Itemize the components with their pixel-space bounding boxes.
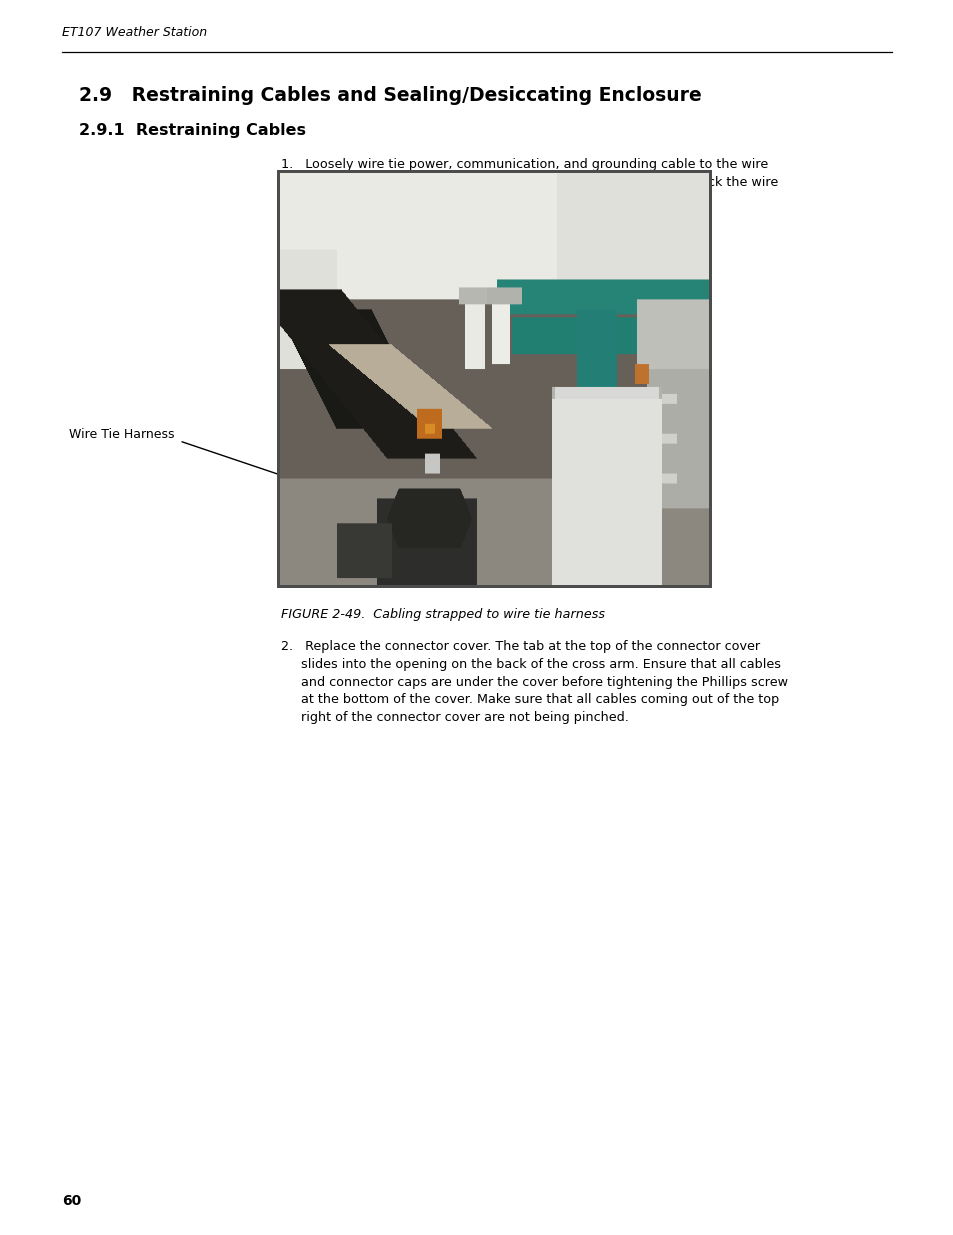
Text: Wire Tie Harness: Wire Tie Harness [69, 429, 174, 441]
Text: slides into the opening on the back of the cross arm. Ensure that all cables: slides into the opening on the back of t… [281, 658, 781, 671]
Text: 2.9.1  Restraining Cables: 2.9.1 Restraining Cables [79, 124, 306, 138]
Text: and connector caps are under the cover before tightening the Phillips screw: and connector caps are under the cover b… [281, 676, 787, 689]
Text: 60: 60 [62, 1194, 81, 1208]
Text: ET107 Weather Station: ET107 Weather Station [62, 26, 207, 38]
Text: 2.9   Restraining Cables and Sealing/Desiccating Enclosure: 2.9 Restraining Cables and Sealing/Desic… [79, 86, 701, 105]
Text: 2.   Replace the connector cover. The tab at the top of the connector cover: 2. Replace the connector cover. The tab … [281, 640, 760, 653]
Text: tie harness at the top of the back of the station. Do NOT clip back the wire: tie harness at the top of the back of th… [281, 175, 778, 189]
Text: at the bottom of the cover. Make sure that all cables coming out of the top: at the bottom of the cover. Make sure th… [281, 694, 779, 706]
Text: 1.   Loosely wire tie power, communication, and grounding cable to the wire: 1. Loosely wire tie power, communication… [281, 158, 768, 172]
Text: tie at this time. See FIGURE 2-49.: tie at this time. See FIGURE 2-49. [281, 194, 515, 207]
Text: FIGURE 2-49.  Cabling strapped to wire tie harness: FIGURE 2-49. Cabling strapped to wire ti… [281, 608, 605, 621]
Text: right of the connector cover are not being pinched.: right of the connector cover are not bei… [281, 711, 629, 725]
